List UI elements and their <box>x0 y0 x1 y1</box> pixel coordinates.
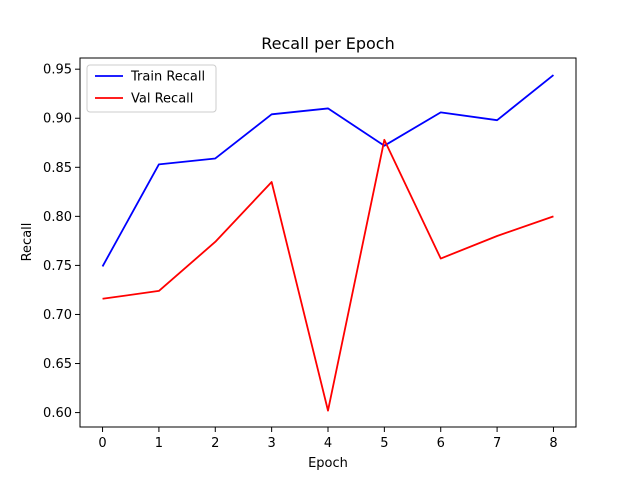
legend-label-train-recall: Train Recall <box>130 70 205 85</box>
y-tick-label: 0.75 <box>43 259 72 274</box>
x-tick-label: 7 <box>493 436 501 451</box>
x-axis-label: Epoch <box>308 456 348 471</box>
series-layer <box>101 74 555 412</box>
x-tick-label: 2 <box>211 436 219 451</box>
x-tick-label: 8 <box>549 436 557 451</box>
y-axis-label: Recall <box>20 223 35 262</box>
y-tick-label: 0.80 <box>43 210 72 225</box>
y-axis-ticks: 0.60 0.65 0.70 0.75 0.80 0.85 0.90 0.95 <box>43 63 80 421</box>
val-recall-line <box>102 138 554 412</box>
x-tick-label: 4 <box>324 436 332 451</box>
x-tick-label: 0 <box>98 436 106 451</box>
y-tick-label: 0.65 <box>43 357 72 372</box>
x-tick-label: 5 <box>380 436 388 451</box>
legend: Train Recall Val Recall <box>86 64 217 113</box>
x-axis-ticks: 0 1 2 3 4 5 6 7 8 <box>98 427 558 451</box>
x-tick-label: 3 <box>267 436 275 451</box>
legend-label-val-recall: Val Recall <box>131 92 193 107</box>
y-tick-label: 0.60 <box>43 406 72 421</box>
chart-title: Recall per Epoch <box>261 34 394 53</box>
x-tick-label: 6 <box>437 436 445 451</box>
y-tick-label: 0.90 <box>43 112 72 127</box>
y-tick-label: 0.95 <box>43 63 72 78</box>
train-recall-line <box>101 74 555 267</box>
x-tick-label: 1 <box>155 436 163 451</box>
y-tick-label: 0.70 <box>43 308 72 323</box>
y-tick-label: 0.85 <box>43 161 72 176</box>
